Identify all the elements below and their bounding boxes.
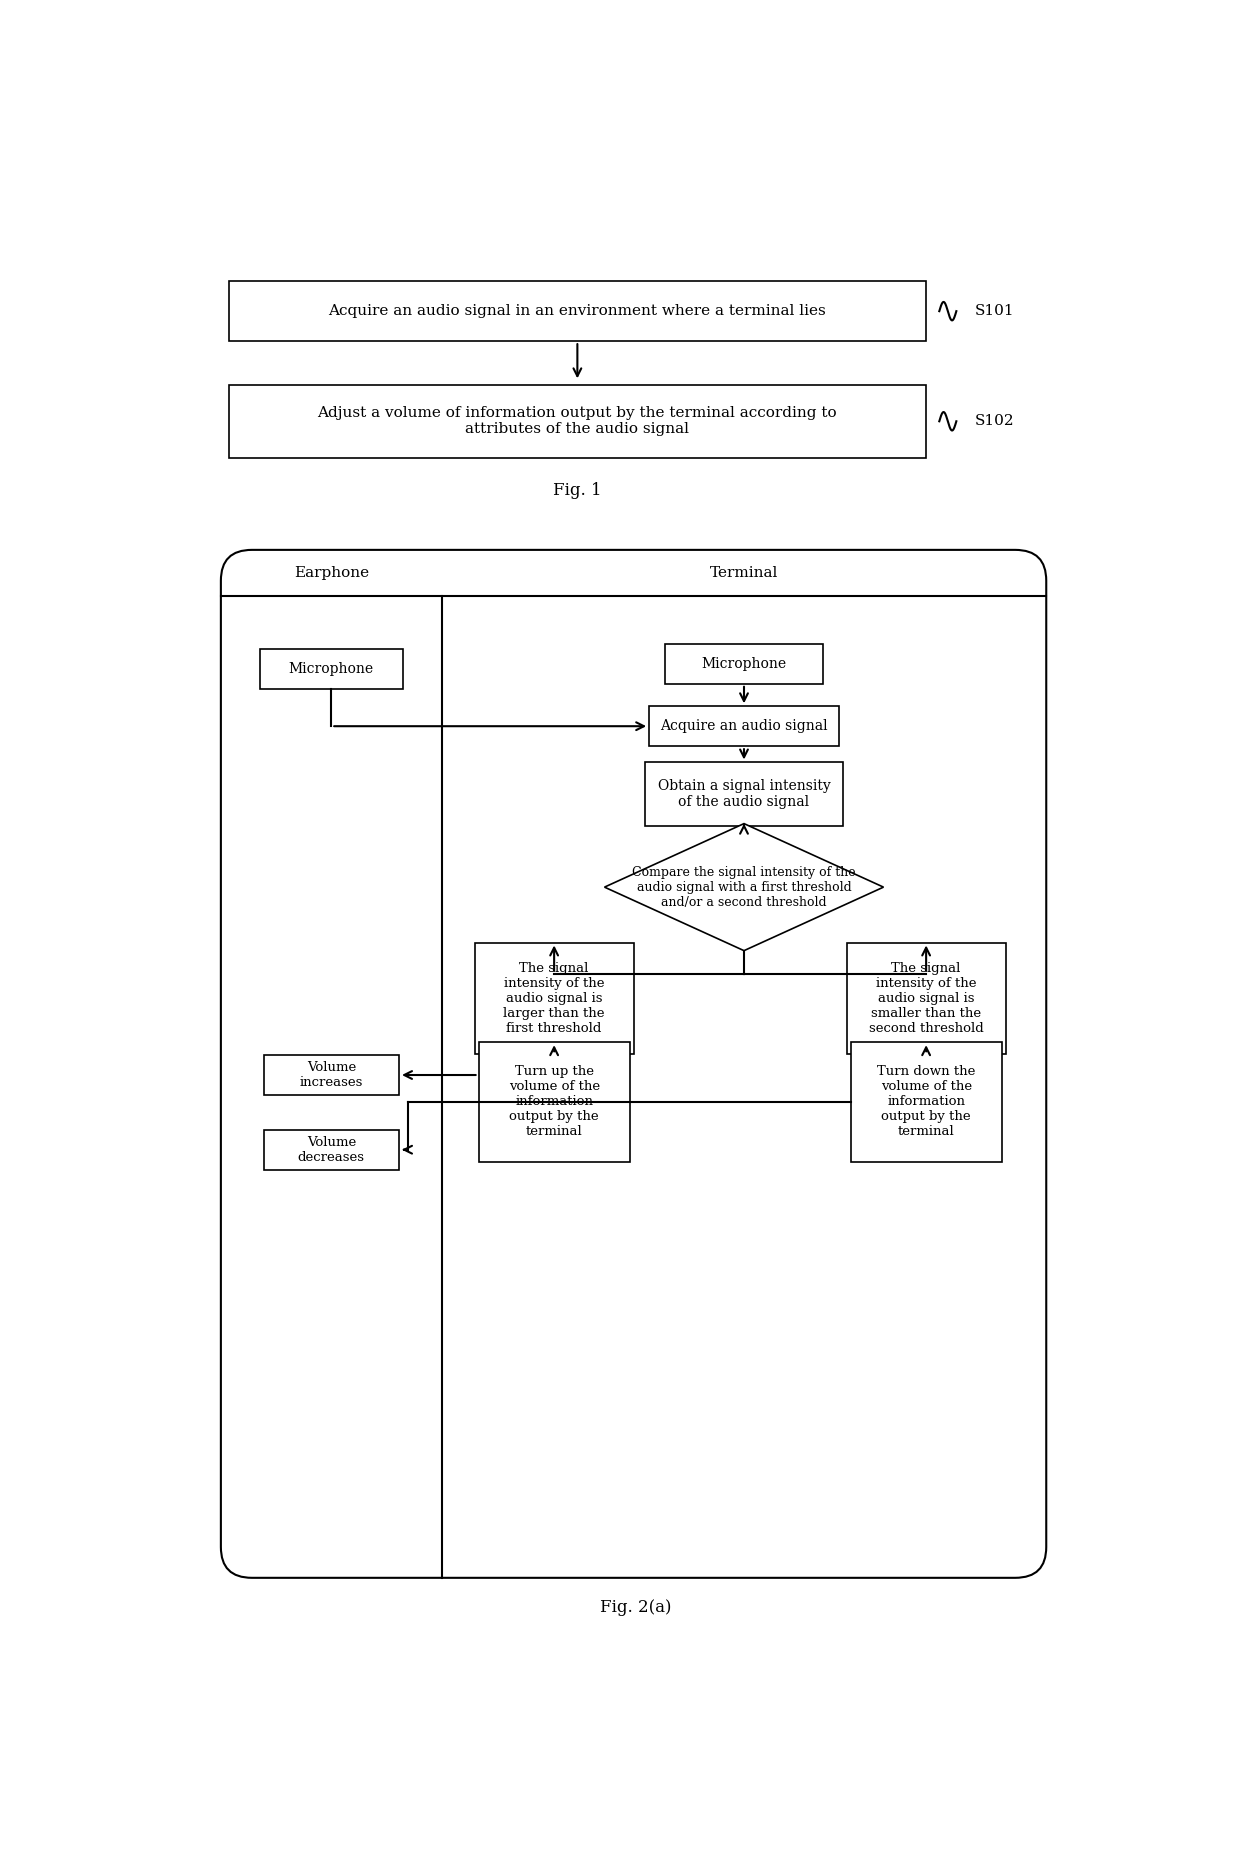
FancyBboxPatch shape [649, 706, 839, 745]
Polygon shape [605, 824, 883, 951]
Text: Volume
decreases: Volume decreases [298, 1136, 365, 1164]
Text: The signal
intensity of the
audio signal is
larger than the
first threshold: The signal intensity of the audio signal… [503, 962, 605, 1035]
FancyBboxPatch shape [665, 644, 823, 684]
FancyBboxPatch shape [259, 650, 403, 689]
Text: Obtain a signal intensity
of the audio signal: Obtain a signal intensity of the audio s… [657, 779, 831, 809]
Text: Microphone: Microphone [289, 663, 374, 676]
Text: Fig. 1: Fig. 1 [553, 482, 601, 499]
FancyBboxPatch shape [479, 1042, 630, 1162]
Text: Acquire an audio signal in an environment where a terminal lies: Acquire an audio signal in an environmen… [329, 304, 826, 318]
Text: Compare the signal intensity of the
audio signal with a first threshold
and/or a: Compare the signal intensity of the audi… [632, 865, 856, 908]
Text: Turn up the
volume of the
information
output by the
terminal: Turn up the volume of the information ou… [508, 1065, 600, 1138]
FancyBboxPatch shape [263, 1055, 399, 1095]
Text: S101: S101 [975, 304, 1014, 318]
Text: Acquire an audio signal: Acquire an audio signal [660, 719, 828, 734]
FancyBboxPatch shape [645, 762, 843, 826]
Text: Fig. 2(a): Fig. 2(a) [600, 1599, 671, 1616]
FancyBboxPatch shape [475, 943, 634, 1054]
Text: Adjust a volume of information output by the terminal according to
attributes of: Adjust a volume of information output by… [317, 405, 837, 437]
Text: Terminal: Terminal [709, 566, 779, 579]
Text: Microphone: Microphone [702, 658, 786, 671]
Text: Volume
increases: Volume increases [300, 1061, 363, 1089]
Text: Earphone: Earphone [294, 566, 368, 579]
FancyBboxPatch shape [263, 1130, 399, 1169]
FancyBboxPatch shape [228, 282, 926, 342]
Text: S102: S102 [975, 415, 1014, 428]
FancyBboxPatch shape [221, 549, 1047, 1578]
FancyBboxPatch shape [847, 943, 1006, 1054]
Text: Turn down the
volume of the
information
output by the
terminal: Turn down the volume of the information … [877, 1065, 976, 1138]
Text: The signal
intensity of the
audio signal is
smaller than the
second threshold: The signal intensity of the audio signal… [869, 962, 983, 1035]
FancyBboxPatch shape [851, 1042, 1002, 1162]
FancyBboxPatch shape [228, 385, 926, 458]
